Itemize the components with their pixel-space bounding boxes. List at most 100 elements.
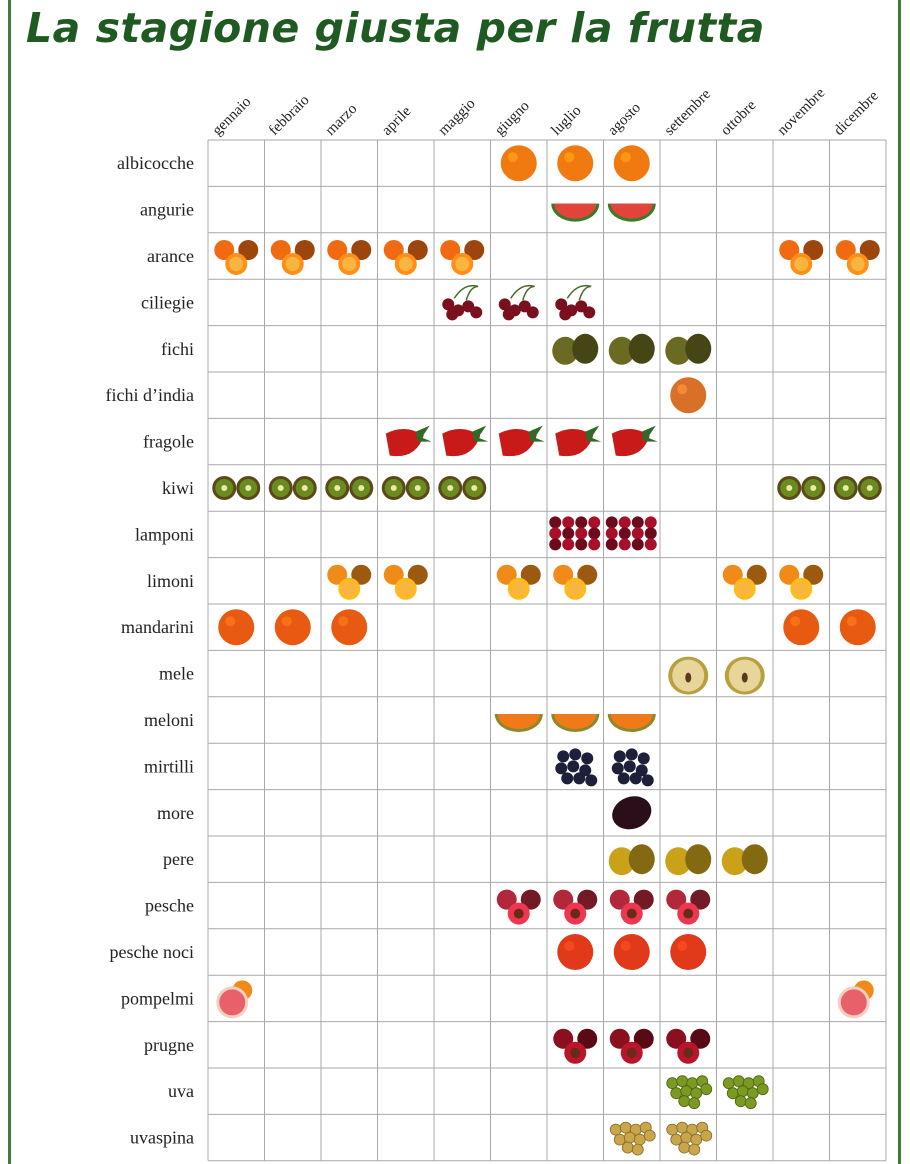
month-label-giugno: giugno <box>492 98 533 139</box>
fig-icon <box>608 333 655 365</box>
fruit-label: pere <box>163 849 194 869</box>
month-label-febbraio: febbraio <box>266 92 313 139</box>
kiwi-icon <box>268 476 317 500</box>
apple-icon <box>724 656 765 695</box>
peach-icon <box>666 889 711 925</box>
grape-icon <box>666 1075 713 1110</box>
melon-icon <box>607 714 656 732</box>
month-label-gennaio: gennaio <box>210 94 255 139</box>
page-title: La stagione giusta per la frutta <box>26 4 765 52</box>
fruit-label: meloni <box>144 710 194 730</box>
orange-icon <box>270 240 315 275</box>
cherry-icon <box>498 284 539 321</box>
apricot-icon <box>557 145 594 182</box>
month-label-settembre: settembre <box>662 86 715 139</box>
month-label-maggio: maggio <box>436 96 479 139</box>
kiwi-icon <box>438 476 487 500</box>
pear-icon <box>721 844 768 876</box>
orange-icon <box>440 240 485 275</box>
fruit-label: arance <box>147 246 194 266</box>
blueberry-icon <box>555 748 598 787</box>
fruit-label: limoni <box>147 571 194 591</box>
grape-icon <box>722 1075 769 1110</box>
orange-icon <box>779 240 824 275</box>
lemon-icon <box>383 564 428 600</box>
mandarin-icon <box>218 609 255 646</box>
blueberry-icon <box>611 748 654 787</box>
prickly-pear-icon <box>670 377 707 414</box>
month-label-marzo: marzo <box>323 101 361 139</box>
fruit-label: fragole <box>143 432 194 452</box>
raspberry-icon <box>549 516 601 551</box>
fruit-label: more <box>157 803 194 823</box>
fruit-label: uvaspina <box>130 1128 194 1148</box>
fruit-label: ciliegie <box>141 292 194 312</box>
fruit-label: lamponi <box>135 524 194 544</box>
fig-icon <box>665 333 712 365</box>
strawberry-icon <box>498 425 545 457</box>
fruit-label: mele <box>159 664 194 684</box>
nectarine-icon <box>557 934 594 970</box>
cherry-icon <box>442 284 483 321</box>
month-label-luglio: luglio <box>549 103 585 139</box>
mandarin-icon <box>783 609 820 646</box>
kiwi-icon <box>777 476 826 500</box>
nectarine-icon <box>670 934 707 970</box>
kiwi-icon <box>833 476 882 500</box>
kiwi-icon <box>212 476 261 500</box>
raspberry-icon <box>605 516 657 551</box>
kiwi-icon <box>325 476 374 500</box>
month-label-agosto: agosto <box>605 100 644 139</box>
season-marks <box>212 145 882 1156</box>
month-label-novembre: novembre <box>775 85 829 139</box>
melon-icon <box>551 714 600 732</box>
fruit-label: angurie <box>140 200 194 220</box>
fruit-labels: albicocche angurie arance ciliegie fichi fich… <box>106 153 194 1147</box>
fruit-label: fichi <box>161 339 194 359</box>
mandarin-icon <box>274 609 311 646</box>
peach-icon <box>553 889 598 925</box>
lemon-icon <box>327 564 372 600</box>
orange-icon <box>214 240 259 275</box>
gooseberry-icon <box>609 1121 656 1156</box>
lemon-icon <box>553 564 598 600</box>
nectarine-icon <box>613 934 650 970</box>
fruit-label: fichi d’india <box>106 385 194 405</box>
fig-icon <box>552 333 599 365</box>
fruit-label: mandarini <box>121 617 194 637</box>
grapefruit-icon <box>216 980 253 1019</box>
lemon-icon <box>722 564 767 600</box>
apricot-icon <box>613 145 650 182</box>
grid <box>207 139 887 1162</box>
month-label-dicembre: dicembre <box>831 88 882 139</box>
orange-icon <box>383 240 428 275</box>
strawberry-icon <box>385 425 432 457</box>
month-label-ottobre: ottobre <box>718 97 760 139</box>
fruit-label: pesche noci <box>110 942 194 962</box>
grapefruit-icon <box>837 980 874 1019</box>
watermelon-icon <box>607 203 656 222</box>
fruit-label: pompelmi <box>121 988 194 1008</box>
plum-icon <box>609 1028 654 1064</box>
melon-icon <box>494 714 543 732</box>
mandarin-icon <box>331 609 368 646</box>
fruit-label: mirtilli <box>144 756 194 776</box>
fruit-label: uva <box>168 1081 194 1101</box>
strawberry-icon <box>442 425 489 457</box>
lemon-icon <box>779 564 824 600</box>
peach-icon <box>609 889 654 925</box>
gooseberry-icon <box>666 1121 713 1156</box>
month-header: gennaio febbraio marzo aprile maggio giugno lu… <box>210 85 883 139</box>
month-label-aprile: aprile <box>379 103 415 139</box>
pear-icon <box>608 844 655 876</box>
peach-icon <box>496 889 541 925</box>
mandarin-icon <box>839 609 876 646</box>
orange-icon <box>327 240 372 275</box>
strawberry-icon <box>555 425 602 457</box>
apple-icon <box>668 656 709 695</box>
watermelon-icon <box>551 203 600 222</box>
plum-icon <box>553 1028 598 1064</box>
kiwi-icon <box>381 476 430 500</box>
lemon-icon <box>496 564 541 600</box>
